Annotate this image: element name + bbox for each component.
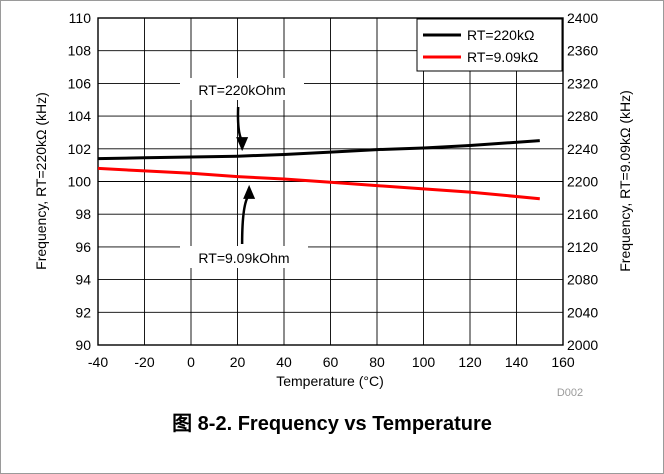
figure-caption: 图 8-2. Frequency vs Temperature — [172, 413, 492, 435]
y-right-tick-label: 2320 — [567, 75, 598, 91]
series-line-rt909k — [97, 166, 540, 201]
x-tick-labels: -40 -20 0 20 40 60 80 100 120 140 160 — [88, 354, 575, 370]
annotation-909k-arrow — [240, 194, 251, 245]
annotation-909k-box — [180, 246, 308, 268]
x-tick-label: 40 — [276, 354, 292, 370]
annotation-220k-arrow — [236, 106, 244, 142]
y-right-tick-label: 2360 — [567, 43, 598, 59]
x-tick-label: 140 — [505, 354, 529, 370]
y-left-tick-label: 106 — [68, 75, 92, 91]
y-right-tick-label: 2240 — [567, 141, 598, 157]
x-tick-label: 0 — [187, 354, 195, 370]
x-tick-label: -40 — [88, 354, 108, 370]
legend-box — [416, 18, 563, 72]
y-left-tick-label: 110 — [69, 10, 92, 26]
y-right-tick-label: 2160 — [567, 206, 598, 222]
y-left-tick-label: 100 — [68, 174, 92, 190]
series-layer — [97, 139, 540, 201]
y-left-tick-label: 96 — [75, 239, 91, 255]
x-tick-label: 80 — [369, 354, 385, 370]
x-tick-label: 20 — [230, 354, 246, 370]
figure-code: D002 — [557, 387, 583, 399]
y-right-tick-label: 2080 — [567, 272, 598, 288]
y-left-tick-label: 108 — [68, 43, 92, 59]
y-left-tick-label: 94 — [75, 272, 91, 288]
grid-layer — [98, 18, 563, 345]
x-tick-label: 100 — [412, 354, 436, 370]
y-right-tick-label: 2200 — [567, 174, 598, 190]
x-tick-label: 160 — [551, 354, 575, 370]
legend: RT=220kΩ RT=9.09kΩ — [416, 18, 563, 72]
y-right-tick-label: 2280 — [567, 108, 598, 124]
y-right-axis-title: Frequency, RT=9.09kΩ (kHz) — [617, 90, 633, 272]
legend-label-rt220k: RT=220kΩ — [467, 27, 534, 43]
y-left-tick-label: 104 — [68, 108, 92, 124]
plot-border — [97, 17, 564, 346]
y-left-tick-label: 102 — [68, 141, 92, 157]
y-left-tick-labels: 90 92 94 96 98 100 102 104 106 108 110 — [68, 10, 92, 353]
y-right-tick-label: 2120 — [567, 239, 598, 255]
x-tick-label: 120 — [458, 354, 482, 370]
y-left-tick-label: 92 — [75, 304, 91, 320]
x-tick-label: -20 — [134, 354, 154, 370]
y-left-axis-title: Frequency, RT=220kΩ (kHz) — [33, 92, 49, 270]
x-tick-label: 60 — [323, 354, 339, 370]
y-right-tick-labels: 2000 2040 2080 2120 2160 2200 2240 2280 2320 2360… — [567, 10, 598, 353]
annotation-909k-label: RT=9.09kOhm — [198, 250, 289, 266]
y-right-tick-label: 2000 — [567, 337, 598, 353]
y-right-tick-label: 2400 — [567, 10, 598, 26]
y-left-tick-label: 90 — [75, 337, 91, 353]
series-line-rt220k — [97, 139, 540, 161]
annotation-220k-box — [180, 78, 304, 100]
y-left-tick-label: 98 — [75, 206, 91, 222]
x-axis-title: Temperature (°C) — [276, 373, 384, 389]
legend-label-rt909k: RT=9.09kΩ — [467, 49, 538, 65]
annotation-220k-arrowhead — [236, 137, 249, 152]
annotation-220k-label: RT=220kOhm — [198, 82, 285, 98]
y-right-tick-label: 2040 — [567, 304, 598, 320]
annotation-909k-arrowhead — [243, 184, 256, 199]
